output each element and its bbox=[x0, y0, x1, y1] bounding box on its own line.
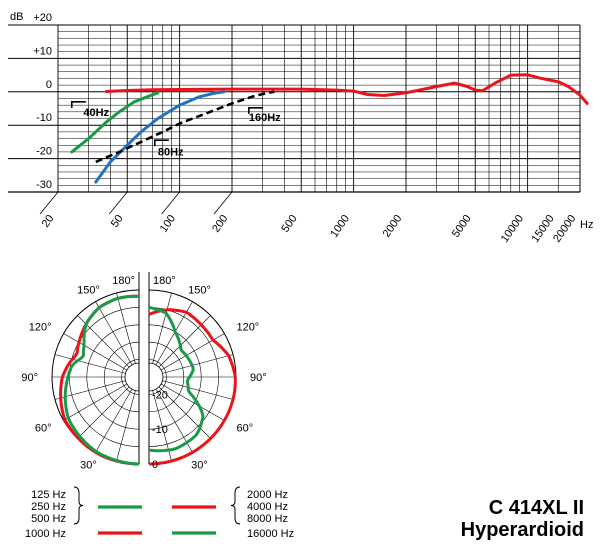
polar-angle-label: 30° bbox=[191, 459, 208, 471]
tick-line bbox=[39, 191, 59, 215]
polar-angle-label: 90° bbox=[250, 372, 267, 384]
series-line bbox=[70, 91, 160, 154]
polar-pattern-chart: 180° 150° 120° 90° 60° 30° 150° 120° 90° 60° 30° 18… bbox=[21, 272, 267, 471]
x-axis-unit: Hz bbox=[580, 219, 593, 231]
cutoff-annotations: 40Hz 80Hz 160Hz bbox=[70, 101, 281, 158]
frequency-response-chart: dB Hz +20 +10 0 -10 -20 -30 20 50 100 200 500 1000… bbox=[8, 11, 593, 245]
polar-radius-label: -20 bbox=[152, 389, 168, 401]
polar-spoke bbox=[77, 386, 130, 439]
polar-angle-label: 150° bbox=[77, 285, 100, 297]
polar-spoke bbox=[63, 383, 128, 421]
polar-radius-labels: -20 -10 0 bbox=[152, 389, 168, 471]
tick-line bbox=[161, 191, 180, 215]
polar-radius-label: 0 bbox=[152, 459, 158, 471]
polar-spoke bbox=[158, 386, 211, 439]
x-tick-label: 5000 bbox=[450, 213, 474, 240]
x-tick-label: 50 bbox=[109, 213, 126, 230]
polar-angle-label: 180° bbox=[112, 275, 135, 287]
polar-center bbox=[148, 362, 164, 392]
x-tick-label: 1000 bbox=[328, 213, 352, 240]
polar-angle-label: 150° bbox=[188, 285, 211, 297]
polar-angle-label: 120° bbox=[236, 322, 259, 334]
polar-curve bbox=[148, 305, 205, 453]
frequency-series bbox=[70, 73, 589, 184]
y-tick-label: +10 bbox=[33, 45, 52, 57]
product-title: C 414XL II Hyperardioid bbox=[461, 497, 584, 541]
legend-label: 8000 Hz bbox=[247, 513, 288, 525]
polar-spoke bbox=[162, 380, 234, 400]
x-tick-label: 10000 bbox=[499, 213, 526, 245]
polar-spoke bbox=[95, 301, 133, 366]
annotation-bracket bbox=[153, 139, 169, 147]
series-line bbox=[105, 73, 589, 105]
legend-label: 4000 Hz bbox=[247, 501, 288, 513]
series-line bbox=[95, 90, 275, 164]
tick-line bbox=[108, 191, 128, 215]
annotation-label: 80Hz bbox=[158, 146, 184, 158]
series-line bbox=[94, 90, 226, 184]
y-tick-label: -10 bbox=[36, 112, 52, 124]
legend-label: 1000 Hz bbox=[25, 528, 66, 540]
model-name: C 414XL II bbox=[488, 497, 584, 519]
polar-center bbox=[124, 362, 140, 392]
y-tick-label: -30 bbox=[36, 179, 52, 191]
polar-spoke bbox=[95, 388, 133, 453]
polar-angle-label: 90° bbox=[21, 372, 38, 384]
y-tick-label: +20 bbox=[33, 12, 52, 24]
legend-label: 250 Hz bbox=[31, 501, 66, 513]
polar-angle-label: 60° bbox=[35, 423, 52, 435]
polar-angle-label: 60° bbox=[236, 423, 253, 435]
annotation-label: 40Hz bbox=[83, 107, 109, 119]
legend-label: 16000 Hz bbox=[247, 528, 294, 540]
annotation-bracket bbox=[248, 107, 263, 114]
polar-spoke bbox=[152, 292, 172, 364]
annotation-label: 160Hz bbox=[249, 112, 281, 124]
x-tick-label: 200 bbox=[210, 213, 230, 235]
frequency-grid bbox=[8, 24, 581, 215]
polar-curve bbox=[63, 294, 140, 466]
polar-angle-label: 180° bbox=[153, 275, 176, 287]
polar-angle-label: 120° bbox=[29, 322, 52, 334]
x-tick-label: 2000 bbox=[381, 213, 405, 240]
y-tick-label: -20 bbox=[36, 146, 52, 158]
annotation-bracket bbox=[70, 101, 86, 108]
polar-spoke bbox=[160, 383, 225, 421]
y-tick-labels: +20 +10 0 -10 -20 -30 bbox=[33, 12, 52, 191]
polar-spoke bbox=[158, 315, 211, 368]
legend-label: 2000 Hz bbox=[247, 489, 288, 501]
legend-label: 500 Hz bbox=[31, 513, 66, 525]
polar-spoke bbox=[162, 354, 234, 374]
tick-line bbox=[213, 191, 233, 215]
pattern-name: Hyperardioid bbox=[460, 519, 584, 541]
polar-curves bbox=[59, 294, 237, 466]
polar-curve bbox=[148, 308, 237, 466]
polar-spoke bbox=[54, 380, 126, 400]
y-tick-label: 0 bbox=[46, 79, 52, 91]
polar-angle-label: 30° bbox=[80, 459, 97, 471]
legend-brace bbox=[230, 486, 241, 525]
polar-radius-label: -10 bbox=[152, 424, 168, 436]
polar-angle-labels: 180° 150° 120° 90° 60° 30° 150° 120° 90° 60° 30° 18… bbox=[21, 275, 266, 471]
polar-spoke bbox=[54, 354, 126, 374]
x-tick-label: 500 bbox=[279, 213, 299, 235]
legend-label: 125 Hz bbox=[31, 489, 66, 501]
y-axis-unit: dB bbox=[10, 11, 23, 23]
x-tick-label: 20 bbox=[40, 213, 57, 230]
x-tick-label: 100 bbox=[158, 213, 178, 235]
polar-spoke bbox=[63, 333, 128, 371]
x-tick-label: 20000 bbox=[551, 213, 578, 245]
polar-spoke bbox=[116, 390, 136, 462]
legend-brace bbox=[73, 486, 84, 525]
polar-spoke bbox=[116, 292, 136, 364]
